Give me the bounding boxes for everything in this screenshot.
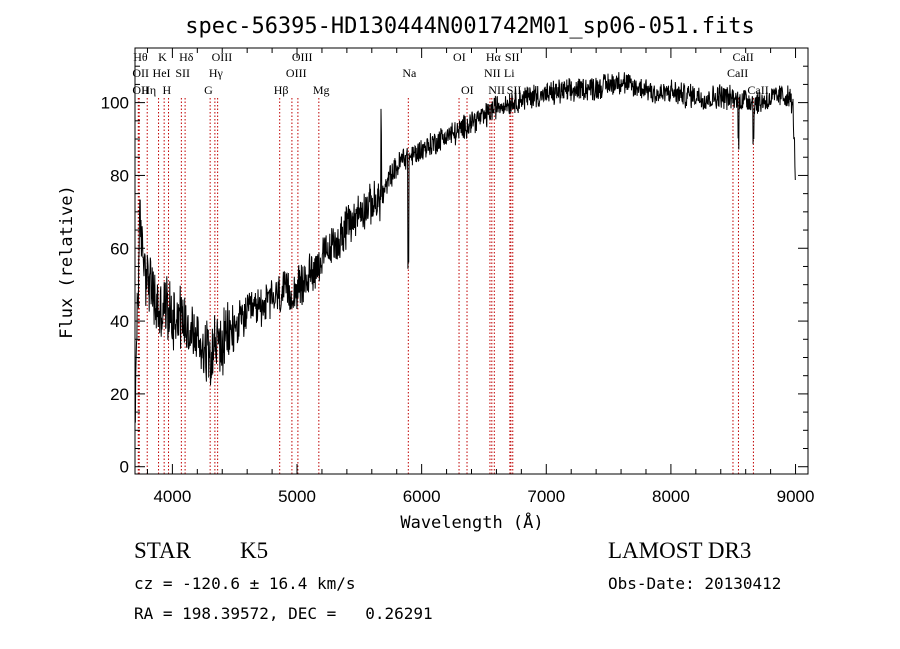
line-marker-label: Hθ <box>133 50 148 64</box>
y-tick-label: 0 <box>120 458 129 477</box>
line-marker-label: SII <box>505 50 520 64</box>
y-tick-label: 60 <box>110 239 129 258</box>
line-marker-label: Hγ <box>209 66 224 80</box>
object-subclass-label: K5 <box>240 538 269 563</box>
line-marker-label: H <box>163 83 172 97</box>
y-tick-label: 20 <box>110 385 129 404</box>
line-marker-label: Hδ <box>179 50 194 64</box>
line-marker-label: OIII <box>286 66 307 80</box>
line-marker-label: Li <box>504 66 515 80</box>
line-marker-label: Mg <box>313 83 330 97</box>
y-tick-label: 100 <box>101 94 129 113</box>
object-class-label: STAR <box>134 538 191 563</box>
x-axis-label: Wavelength (Å) <box>400 511 543 533</box>
line-marker-label: Na <box>402 66 417 80</box>
plot-frame <box>134 47 809 475</box>
x-tick-label: 4000 <box>153 487 191 506</box>
x-tick-label: 7000 <box>527 487 565 506</box>
line-marker-label: NII <box>484 66 501 80</box>
obs-date-readout: Obs-Date: 20130412 <box>608 574 782 593</box>
chart-title: spec-56395-HD130444N001742M01_sp06-051.f… <box>185 14 755 39</box>
line-marker-label: HeI <box>153 66 171 80</box>
x-tick-label: 8000 <box>652 487 690 506</box>
line-marker-label: K <box>158 50 167 64</box>
line-marker-label: OII <box>132 66 149 80</box>
line-marker-layer: HθOIIOIIHηHeIKHSIIHδGHγOIIIHβOIIIOIIIMgN… <box>132 50 769 474</box>
line-marker-label: OI <box>453 50 466 64</box>
line-marker-label: SII <box>507 83 522 97</box>
y-tick-label: 40 <box>110 312 129 331</box>
axes-layer: 4000 5000 6000 7000 8000 9000 0 20 40 60 80 100 <box>101 48 815 506</box>
line-marker-label: NII <box>488 83 505 97</box>
line-marker-label: Hα <box>486 50 502 64</box>
line-marker-label: OI <box>461 83 474 97</box>
line-marker-label: OII <box>132 83 149 97</box>
line-marker-label: CaII <box>727 66 748 80</box>
line-marker-label: CaII <box>732 50 753 64</box>
x-tick-label: 6000 <box>403 487 441 506</box>
y-tick-label: 80 <box>110 166 129 185</box>
line-marker-label: SII <box>175 66 190 80</box>
line-marker-label: CaII <box>747 83 768 97</box>
line-marker-label: OIII <box>212 50 233 64</box>
survey-label: LAMOST DR3 <box>608 538 752 563</box>
x-tick-label: 9000 <box>777 487 815 506</box>
x-tick-label: 5000 <box>278 487 316 506</box>
line-marker-label: Hη <box>141 83 156 97</box>
cz-readout: cz = -120.6 ± 16.4 km/s <box>134 574 356 593</box>
spectrum-line <box>134 72 796 423</box>
line-marker-label: G <box>204 83 213 97</box>
line-marker-label: Hβ <box>274 83 289 97</box>
line-marker-label: OIII <box>292 50 313 64</box>
ra-dec-readout: RA = 198.39572, DEC = 0.26291 <box>134 604 433 623</box>
y-axis-label: Flux (relative) <box>57 185 77 339</box>
